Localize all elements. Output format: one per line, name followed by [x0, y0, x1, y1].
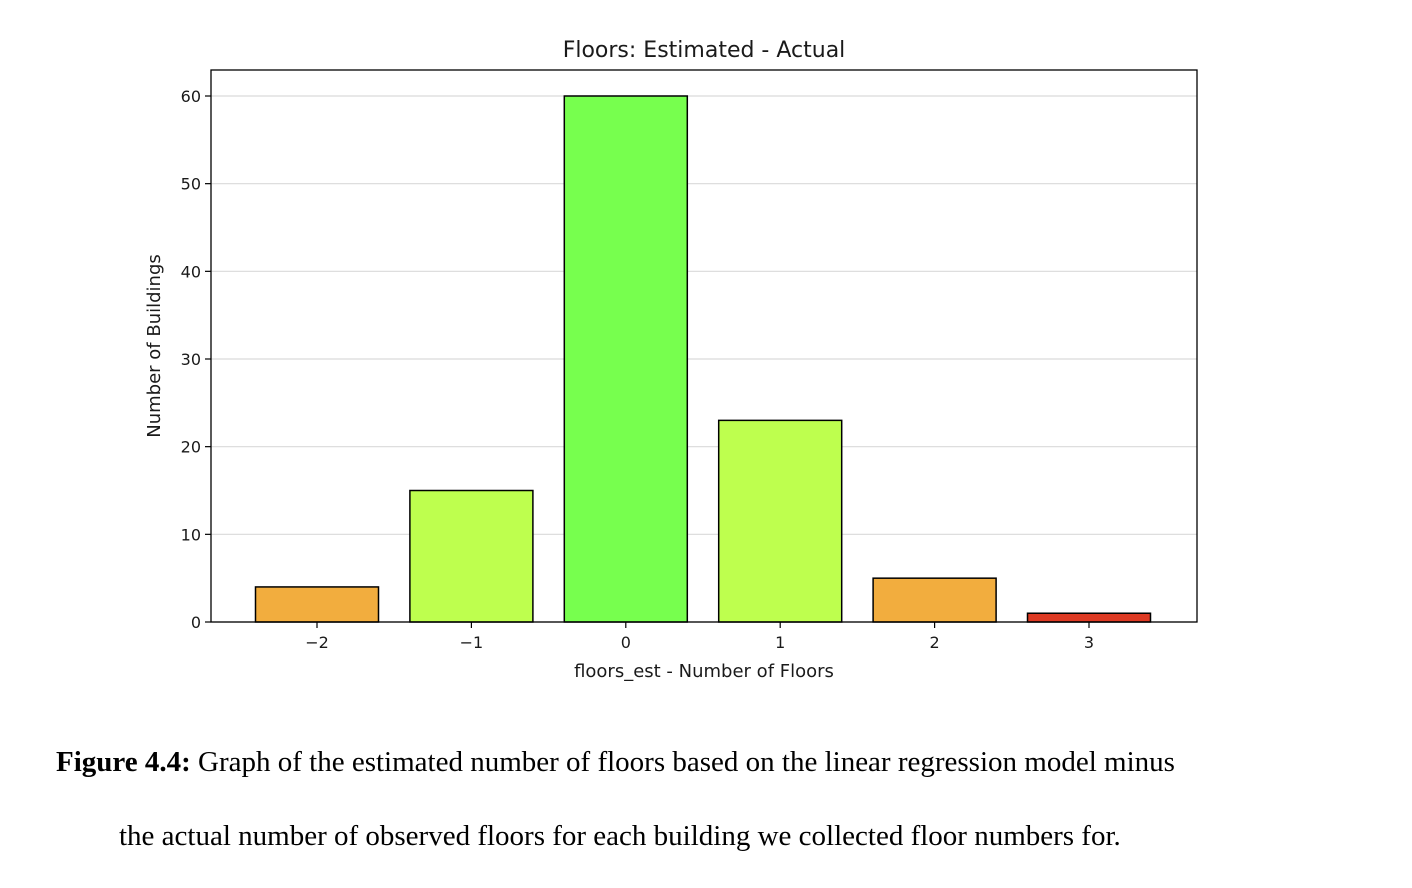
- y-tick-label: 10: [181, 525, 201, 544]
- bar: [563, 95, 689, 623]
- x-tick-label: 2: [930, 633, 940, 652]
- y-tick-label: 20: [181, 438, 201, 457]
- bar: [254, 586, 380, 623]
- figure-label: Figure 4.4:: [56, 746, 191, 778]
- bar: [409, 489, 534, 623]
- plot-frame: [210, 69, 1198, 623]
- y-tick-label: 50: [181, 175, 201, 194]
- bar: [1026, 612, 1152, 623]
- y-axis-label: Number of Buildings: [144, 254, 165, 438]
- figure-caption-line-1: Figure 4.4: Graph of the estimated numbe…: [56, 746, 1175, 779]
- y-tick-label: 40: [181, 262, 201, 281]
- x-tick-label: 1: [775, 633, 785, 652]
- x-axis-ticks: −2 −1 0 1 2 3: [305, 622, 1094, 652]
- x-axis-label: floors_est - Number of Floors: [574, 661, 834, 682]
- x-tick-label: 0: [621, 633, 631, 652]
- x-tick-label: 3: [1084, 633, 1094, 652]
- caption-text-1: Graph of the estimated number of floors …: [190, 746, 1175, 778]
- x-tick-label: −2: [305, 633, 329, 652]
- bars: [254, 95, 1152, 623]
- bar: [872, 577, 997, 623]
- chart-title: Floors: Estimated - Actual: [563, 38, 846, 63]
- y-tick-label: 60: [181, 87, 201, 106]
- y-tick-label: 0: [191, 613, 201, 632]
- y-axis-ticks: 0 10 20 30 40 50 60: [181, 87, 211, 632]
- figure-caption-line-2: the actual number of observed floors for…: [119, 820, 1121, 852]
- y-tick-label: 30: [181, 350, 201, 369]
- gridlines: [211, 95, 1197, 623]
- bar: [717, 419, 843, 623]
- x-tick-label: −1: [460, 633, 484, 652]
